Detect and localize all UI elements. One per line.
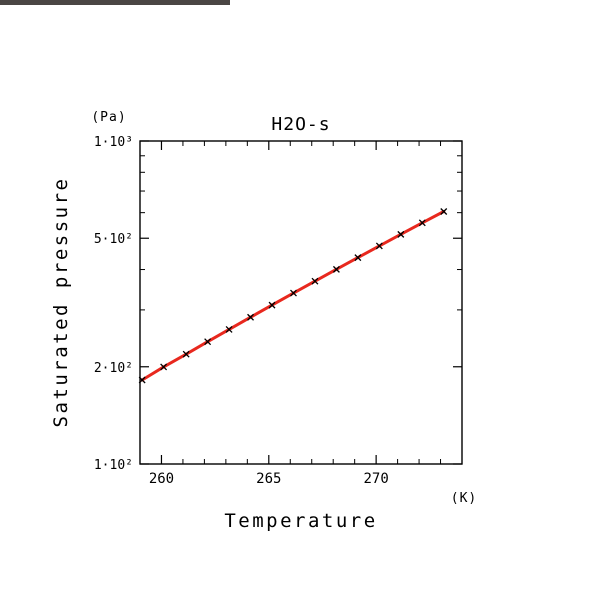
marker-stroke [397,230,405,238]
data-point-marker [375,242,383,250]
marker-stroke [247,313,255,321]
minor-ticks [139,141,463,464]
data-point-marker [290,289,297,297]
y-tick-label: 1·10³ [94,135,133,150]
plot-frame [139,140,463,465]
y-tick-label: 2·10² [94,361,133,376]
data-point-marker [225,325,233,333]
x-tick-label: 260 [149,471,174,487]
window-title-bar [0,0,230,5]
marker-stroke [225,325,233,333]
marker-stroke [204,338,212,346]
marker-stroke [290,289,297,297]
x-tick-label: 265 [256,471,281,487]
data-point-marker [138,376,146,384]
marker-stroke [182,350,190,358]
chart-title: H2O-s [271,114,330,135]
x-axis-title: Temperature [224,510,377,532]
y-tick-label: 1·10² [94,458,133,473]
data-point-marker [204,338,212,346]
marker-stroke [440,208,448,215]
data-point-marker [182,350,190,358]
data-point-marker [354,254,362,262]
x-tick-labels: 260 265 270 [149,471,389,487]
marker-stroke [311,277,319,285]
marker-stroke [418,219,426,227]
data-point-marker [311,277,319,285]
marker-stroke [332,265,340,273]
marker-stroke [375,242,383,250]
y-tick-label: 5·10² [94,232,133,247]
marker-stroke [354,254,362,262]
y-unit-label: (Pa) [91,110,126,125]
x-unit-label: (K) [451,491,477,506]
major-ticks [140,140,462,465]
marker-stroke [138,376,146,384]
x-tick-label: 270 [363,471,388,487]
data-point-marker [397,230,405,238]
y-axis-title: Saturated pressure [50,177,72,428]
data-point-marker [440,208,448,215]
y-tick-labels: 1·10² 2·10² 5·10² 1·10³ [94,135,133,473]
data-point-marker [268,301,276,309]
marker-stroke [160,363,168,371]
data-markers [138,208,448,384]
data-point-marker [332,265,340,273]
data-point-marker [160,363,168,371]
data-point-marker [418,219,426,227]
marker-stroke [268,301,276,309]
data-point-marker [247,313,255,321]
